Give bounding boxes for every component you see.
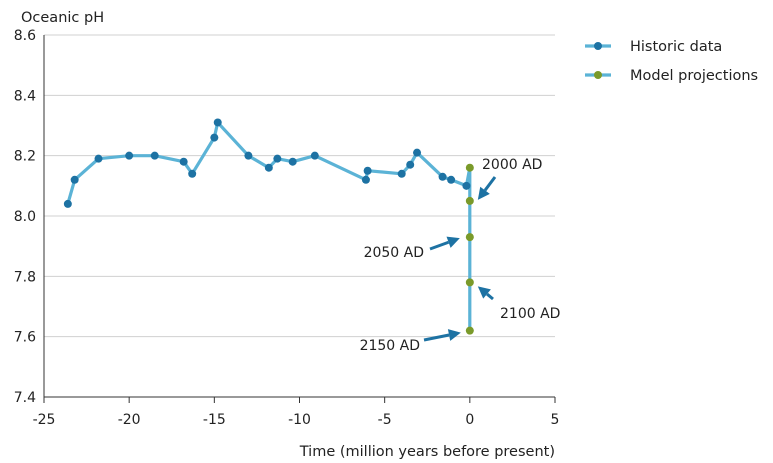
x-tick-label: 5 xyxy=(551,412,560,428)
legend-marker xyxy=(594,71,602,79)
y-axis-title: Oceanic pH xyxy=(21,10,104,26)
x-tick-label: -15 xyxy=(203,412,226,428)
historic-data-point xyxy=(150,151,159,160)
historic-data-point xyxy=(125,151,134,160)
y-tick-label: 8.6 xyxy=(14,28,36,44)
annotation-arrow-shaft xyxy=(429,240,450,251)
historic-data-point xyxy=(447,175,456,184)
series-line-historic xyxy=(66,120,468,206)
annotation-arrow-head xyxy=(447,329,461,341)
legend-label: Historic data xyxy=(630,39,722,55)
historic-data-point xyxy=(397,169,406,178)
annotation-arrow-shaft xyxy=(423,333,450,342)
historic-data-point xyxy=(264,163,273,172)
annotation-label: 2100 AD xyxy=(500,306,560,322)
tick-labels: 7.4 7.6 7.8 8.0 8.2 8.4 8.6 -25 -20 -15 -10 -5 0 5 xyxy=(14,28,560,428)
axes xyxy=(43,35,556,403)
y-tick-label: 8.0 xyxy=(14,209,36,225)
projection-data-point xyxy=(465,326,474,335)
legend: Historic data Model projections xyxy=(585,39,758,84)
series-points xyxy=(63,118,474,335)
historic-data-point xyxy=(188,169,197,178)
annotation-arrow-head xyxy=(446,236,460,248)
x-tick-label: 0 xyxy=(465,412,474,428)
projection-data-point xyxy=(465,278,474,287)
legend-label: Model projections xyxy=(630,68,758,84)
projection-data-point xyxy=(465,233,474,242)
projection-data-point xyxy=(465,196,474,205)
annotation-label: 2000 AD xyxy=(482,157,542,173)
y-tick-label: 7.6 xyxy=(14,330,36,346)
historic-data-point xyxy=(210,133,219,142)
y-tick-label: 7.8 xyxy=(14,269,36,285)
annotation-label: 2150 AD xyxy=(360,338,420,354)
grid xyxy=(44,34,555,338)
historic-data-point xyxy=(413,148,422,157)
y-tick-label: 8.4 xyxy=(14,88,36,104)
x-tick-label: -5 xyxy=(378,412,392,428)
historic-data-point xyxy=(310,151,319,160)
legend-marker xyxy=(594,42,602,50)
annotation-arrow-shaft xyxy=(483,176,497,192)
historic-data-point xyxy=(361,175,370,184)
historic-data-point xyxy=(363,166,372,175)
historic-data-point xyxy=(94,154,103,163)
historic-data-point xyxy=(406,160,415,169)
annotation-arrow-shaft xyxy=(486,292,494,301)
annotations: 2000 AD 2050 AD 2100 AD 2150 AD xyxy=(360,157,561,354)
projection-data-point xyxy=(465,163,474,172)
annotation-arrow-head xyxy=(477,286,491,299)
x-tick-label: -20 xyxy=(118,412,141,428)
historic-data-point xyxy=(70,175,79,184)
y-tick-label: 8.2 xyxy=(14,149,36,165)
historic-data-point xyxy=(213,118,222,127)
x-tick-label: -10 xyxy=(288,412,311,428)
historic-data-point xyxy=(462,181,471,190)
y-tick-label: 7.4 xyxy=(14,390,36,406)
historic-data-point xyxy=(273,154,282,163)
historic-data-point xyxy=(438,172,447,181)
annotation-label: 2050 AD xyxy=(364,245,424,261)
x-tick-label: -25 xyxy=(33,412,56,428)
historic-data-point xyxy=(244,151,253,160)
x-axis-title: Time (million years before present) xyxy=(299,444,555,460)
historic-data-point xyxy=(63,199,72,208)
historic-data-point xyxy=(288,157,297,166)
historic-data-point xyxy=(179,157,188,166)
annotation-arrow-head xyxy=(477,186,490,200)
